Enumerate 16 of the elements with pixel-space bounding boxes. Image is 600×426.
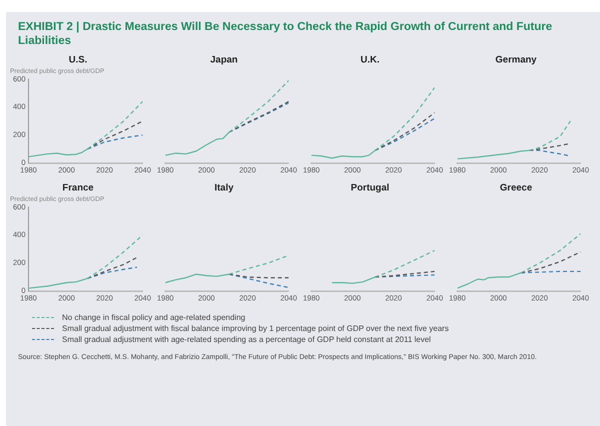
chart-title: Portugal <box>350 182 390 194</box>
chart-title: U.S. <box>68 54 88 66</box>
chart-title: France <box>62 182 94 194</box>
chart-title: Greece <box>500 182 532 194</box>
line-series <box>86 266 138 280</box>
legend-label: Small gradual adjustment with age-related spending as a percentage of GDP held constant at 2011 level <box>62 335 431 344</box>
chart-title: Italy <box>214 182 234 194</box>
legend-label: Small gradual adjustment with fiscal balance improving by 1 percentage point of GDP over the next five years <box>62 324 449 333</box>
chart-title: Japan <box>210 54 238 66</box>
line-series <box>86 120 143 150</box>
text: EXHIBIT 2 | Drastic Measures Will Be Necessary to Check the Rapid Growth of Current and Future Liabilities <box>18 20 554 48</box>
chart-title: Germany <box>495 54 538 66</box>
line-series <box>86 256 138 280</box>
chart-title: U.K. <box>360 54 380 66</box>
legend-label: No change in fiscal policy and age-related spending <box>62 313 246 322</box>
line-series <box>86 134 143 150</box>
